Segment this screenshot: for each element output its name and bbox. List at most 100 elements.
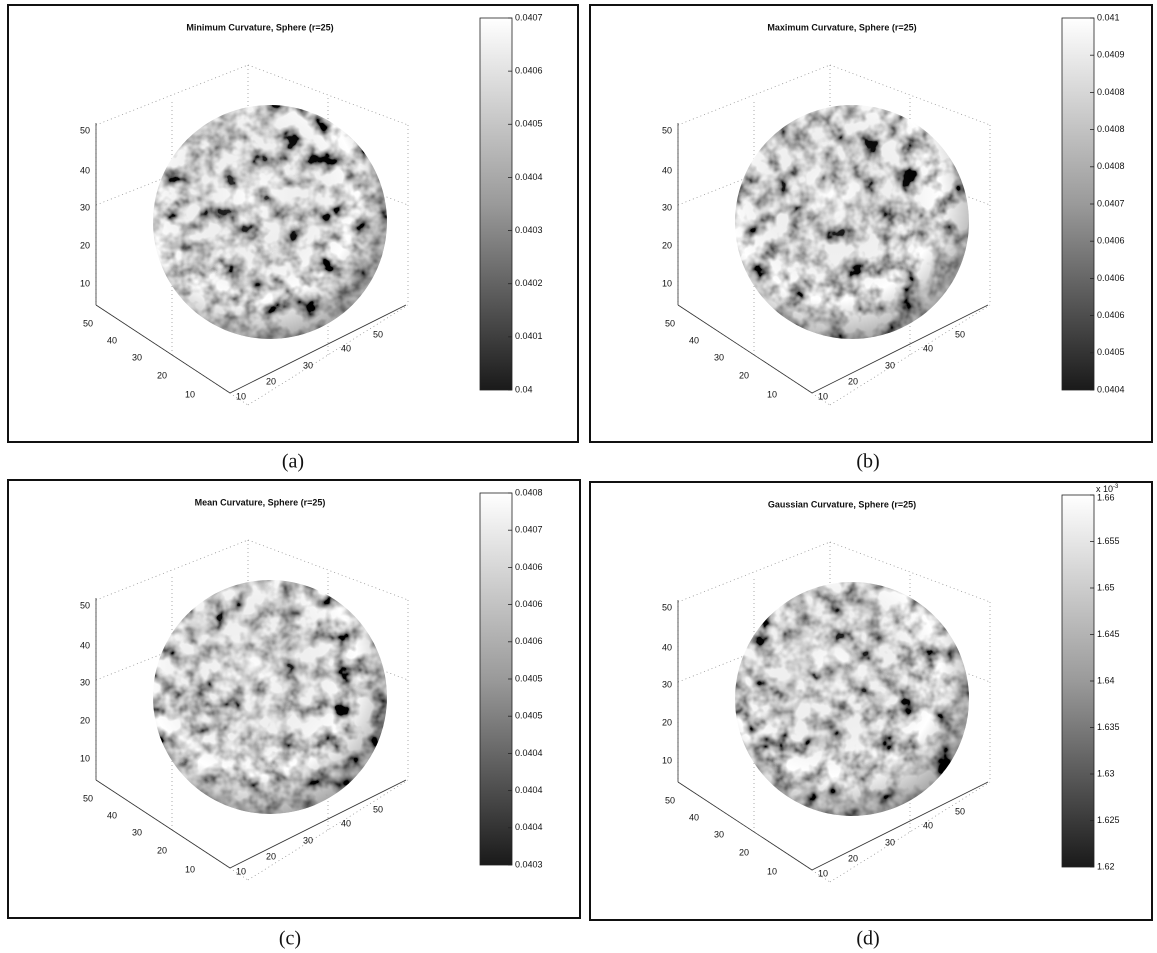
z-tick-label: 50 bbox=[662, 602, 672, 612]
z-tick-label: 30 bbox=[662, 202, 672, 212]
z-tick-label: 40 bbox=[80, 640, 90, 650]
colorbar-tick-label: 0.0405 bbox=[1097, 347, 1125, 357]
colorbar-tick-label: 0.0407 bbox=[515, 525, 543, 535]
x-tick-label: 20 bbox=[848, 853, 858, 863]
x-tick-label: 20 bbox=[266, 376, 276, 386]
y-tick-label: 30 bbox=[714, 829, 724, 839]
panel-title: Maximum Curvature, Sphere (r=25) bbox=[767, 22, 916, 32]
colorbar-tick-label: 0.0406 bbox=[1097, 236, 1125, 246]
sphere-shading bbox=[735, 582, 969, 816]
colorbar bbox=[1062, 18, 1094, 390]
colorbar bbox=[480, 18, 512, 390]
x-tick-label: 50 bbox=[373, 329, 383, 339]
panel-title: Mean Curvature, Sphere (r=25) bbox=[195, 497, 326, 507]
colorbar-tick-label: 1.64 bbox=[1097, 675, 1115, 685]
sphere-shading bbox=[153, 105, 387, 339]
y-tick-label: 40 bbox=[689, 812, 699, 822]
z-tick-label: 10 bbox=[80, 278, 90, 288]
panel-caption: (a) bbox=[282, 451, 304, 473]
x-tick-label: 30 bbox=[885, 837, 895, 847]
y-tick-label: 50 bbox=[83, 318, 93, 328]
x-tick-label: 30 bbox=[303, 835, 313, 845]
colorbar-tick-label: 0.0401 bbox=[515, 331, 543, 341]
panel-title: Gaussian Curvature, Sphere (r=25) bbox=[768, 499, 916, 509]
y-tick-label: 30 bbox=[714, 352, 724, 362]
x-tick-label: 20 bbox=[266, 851, 276, 861]
y-tick-label: 10 bbox=[185, 389, 195, 399]
sphere bbox=[735, 582, 969, 816]
y-tick-label: 40 bbox=[107, 810, 117, 820]
z-tick-label: 20 bbox=[80, 715, 90, 725]
colorbar-tick-label: 0.0406 bbox=[515, 562, 543, 572]
panel-caption: (c) bbox=[279, 928, 301, 950]
z-tick-label: 50 bbox=[662, 125, 672, 135]
colorbar-tick-label: 1.645 bbox=[1097, 629, 1120, 639]
multiplier-exponent: -3 bbox=[1113, 484, 1119, 490]
z-tick-label: 40 bbox=[662, 165, 672, 175]
colorbar-tick-label: 0.0408 bbox=[1097, 124, 1125, 134]
colorbar-tick-label: 0.0405 bbox=[515, 119, 543, 129]
z-tick-label: 40 bbox=[662, 642, 672, 652]
y-tick-label: 30 bbox=[132, 827, 142, 837]
y-tick-label: 20 bbox=[157, 845, 167, 855]
multiplier-base: x 10 bbox=[1096, 484, 1113, 494]
sphere bbox=[735, 105, 969, 339]
x-tick-label: 10 bbox=[236, 391, 246, 401]
panel-caption: (d) bbox=[856, 928, 879, 950]
x-tick-label: 30 bbox=[885, 360, 895, 370]
colorbar-tick-label: 0.0402 bbox=[515, 278, 543, 288]
colorbar-tick-label: 0.0406 bbox=[515, 599, 543, 609]
colorbar-tick-label: 1.63 bbox=[1097, 768, 1115, 778]
colorbar-tick-label: 0.0405 bbox=[515, 711, 543, 721]
z-tick-label: 10 bbox=[662, 278, 672, 288]
colorbar-tick-label: 0.041 bbox=[1097, 12, 1120, 22]
x-tick-label: 40 bbox=[923, 820, 933, 830]
x-tick-label: 10 bbox=[818, 868, 828, 878]
y-tick-label: 50 bbox=[665, 795, 675, 805]
colorbar-tick-label: 0.0404 bbox=[515, 822, 543, 832]
x-tick-label: 30 bbox=[303, 360, 313, 370]
colorbar-tick-label: 0.0408 bbox=[1097, 87, 1125, 97]
y-tick-label: 40 bbox=[689, 335, 699, 345]
y-tick-label: 10 bbox=[767, 389, 777, 399]
z-tick-label: 20 bbox=[662, 717, 672, 727]
panel-title: Minimum Curvature, Sphere (r=25) bbox=[186, 22, 333, 32]
colorbar-tick-label: 0.0403 bbox=[515, 225, 543, 235]
x-tick-label: 10 bbox=[236, 866, 246, 876]
y-tick-label: 10 bbox=[767, 866, 777, 876]
colorbar-tick-label: 0.0406 bbox=[515, 66, 543, 76]
y-tick-label: 30 bbox=[132, 352, 142, 362]
colorbar-tick-label: 0.0404 bbox=[1097, 384, 1125, 394]
x-tick-label: 10 bbox=[818, 391, 828, 401]
z-tick-label: 10 bbox=[80, 753, 90, 763]
colorbar bbox=[1062, 495, 1094, 867]
z-tick-label: 30 bbox=[662, 679, 672, 689]
z-tick-label: 20 bbox=[80, 240, 90, 250]
y-tick-label: 20 bbox=[739, 847, 749, 857]
colorbar-tick-label: 0.0408 bbox=[515, 487, 543, 497]
y-tick-label: 50 bbox=[665, 318, 675, 328]
x-tick-label: 20 bbox=[848, 376, 858, 386]
z-tick-label: 10 bbox=[662, 755, 672, 765]
colorbar-tick-label: 0.0406 bbox=[515, 636, 543, 646]
colorbar bbox=[480, 493, 512, 865]
panel-caption: (b) bbox=[856, 451, 879, 473]
z-tick-label: 30 bbox=[80, 677, 90, 687]
x-tick-label: 50 bbox=[373, 804, 383, 814]
x-tick-label: 40 bbox=[923, 343, 933, 353]
z-tick-label: 40 bbox=[80, 165, 90, 175]
colorbar-tick-label: 0.0406 bbox=[1097, 273, 1125, 283]
sphere bbox=[153, 580, 387, 814]
x-tick-label: 50 bbox=[955, 806, 965, 816]
x-tick-label: 40 bbox=[341, 343, 351, 353]
colorbar-tick-label: 0.0404 bbox=[515, 172, 543, 182]
y-tick-label: 20 bbox=[739, 370, 749, 380]
colorbar-tick-label: 1.635 bbox=[1097, 722, 1120, 732]
colorbar-tick-label: 0.0409 bbox=[1097, 50, 1125, 60]
colorbar-tick-label: 0.0408 bbox=[1097, 161, 1125, 171]
colorbar-tick-label: 0.0404 bbox=[515, 785, 543, 795]
y-tick-label: 40 bbox=[107, 335, 117, 345]
colorbar-tick-label: 0.0406 bbox=[1097, 310, 1125, 320]
x-tick-label: 50 bbox=[955, 329, 965, 339]
colorbar-tick-label: 0.0407 bbox=[1097, 198, 1125, 208]
